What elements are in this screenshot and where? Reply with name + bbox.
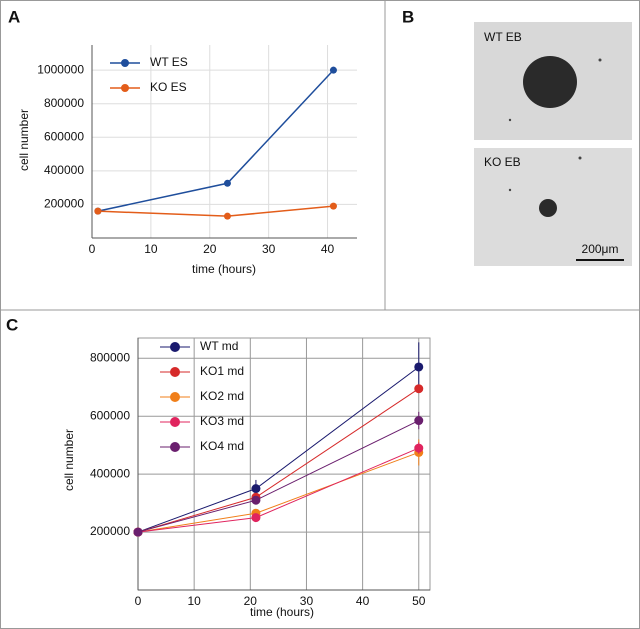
y-tick-label: 1000000 bbox=[37, 62, 84, 76]
legend-marker bbox=[170, 342, 180, 352]
plot-frame bbox=[137, 337, 431, 591]
legend-label: KO1 md bbox=[200, 364, 244, 378]
x-tick-label: 30 bbox=[262, 242, 276, 256]
x-axis-title: time (hours) bbox=[192, 262, 256, 276]
y-tick-label: 400000 bbox=[44, 163, 84, 177]
series-line bbox=[97, 69, 334, 212]
y-tick-label: 200000 bbox=[90, 524, 130, 538]
x-tick-label: 10 bbox=[187, 594, 201, 608]
data-point bbox=[251, 495, 261, 505]
legend-label: WT ES bbox=[150, 55, 188, 69]
data-point bbox=[329, 202, 337, 210]
data-point bbox=[414, 362, 424, 372]
x-tick-label: 40 bbox=[356, 594, 370, 608]
y-axis-title: cell number bbox=[17, 109, 31, 171]
legend-marker bbox=[170, 367, 180, 377]
legend-marker bbox=[170, 442, 180, 452]
series-line bbox=[137, 388, 420, 533]
x-tick-label: 10 bbox=[144, 242, 158, 256]
data-point bbox=[94, 207, 102, 215]
x-tick-label: 20 bbox=[244, 594, 258, 608]
y-axis-title: cell number bbox=[62, 429, 76, 491]
x-axis-title: time (hours) bbox=[250, 605, 314, 619]
data-point bbox=[414, 416, 424, 426]
legend-marker bbox=[121, 84, 129, 92]
scale-bar-label: 200μm bbox=[582, 242, 619, 256]
y-tick-label: 800000 bbox=[44, 96, 84, 110]
data-point bbox=[223, 212, 231, 220]
speck bbox=[598, 58, 602, 62]
micrograph: WT EB bbox=[474, 22, 632, 140]
legend-marker bbox=[170, 417, 180, 427]
data-point bbox=[223, 179, 231, 187]
embryoid-body bbox=[523, 56, 577, 108]
data-point bbox=[251, 513, 261, 523]
y-tick-label: 800000 bbox=[90, 350, 130, 364]
image-label: KO EB bbox=[484, 155, 521, 169]
data-point bbox=[414, 443, 424, 453]
y-tick-label: 600000 bbox=[90, 408, 130, 422]
legend-marker bbox=[121, 59, 129, 67]
series-line bbox=[137, 366, 420, 533]
legend-label: KO ES bbox=[150, 80, 187, 94]
x-tick-label: 50 bbox=[412, 594, 426, 608]
y-tick-label: 600000 bbox=[44, 129, 84, 143]
series-line bbox=[137, 420, 419, 533]
x-tick-label: 40 bbox=[321, 242, 335, 256]
embryoid-body bbox=[539, 199, 557, 217]
legend-label: KO2 md bbox=[200, 389, 244, 403]
series-line bbox=[97, 205, 334, 217]
legend-label: WT md bbox=[200, 339, 238, 353]
panel-label: C bbox=[6, 315, 18, 334]
legend-label: KO4 md bbox=[200, 439, 244, 453]
x-tick-label: 20 bbox=[203, 242, 217, 256]
image-label: WT EB bbox=[484, 30, 522, 44]
speck bbox=[508, 118, 512, 122]
legend-marker bbox=[170, 392, 180, 402]
panel-label: B bbox=[402, 7, 414, 26]
micrograph: KO EB 200μm bbox=[474, 148, 632, 266]
x-tick-label: 30 bbox=[300, 594, 314, 608]
data-point bbox=[414, 384, 424, 394]
panel-label: A bbox=[8, 7, 20, 26]
speck bbox=[578, 156, 582, 160]
legend-label: KO3 md bbox=[200, 414, 244, 428]
y-tick-label: 200000 bbox=[44, 197, 84, 211]
x-tick-label: 0 bbox=[135, 594, 142, 608]
data-point bbox=[329, 66, 337, 74]
speck bbox=[508, 188, 512, 192]
data-point bbox=[133, 527, 143, 537]
data-point bbox=[251, 484, 261, 494]
y-tick-label: 400000 bbox=[90, 466, 130, 480]
x-tick-label: 0 bbox=[89, 242, 96, 256]
